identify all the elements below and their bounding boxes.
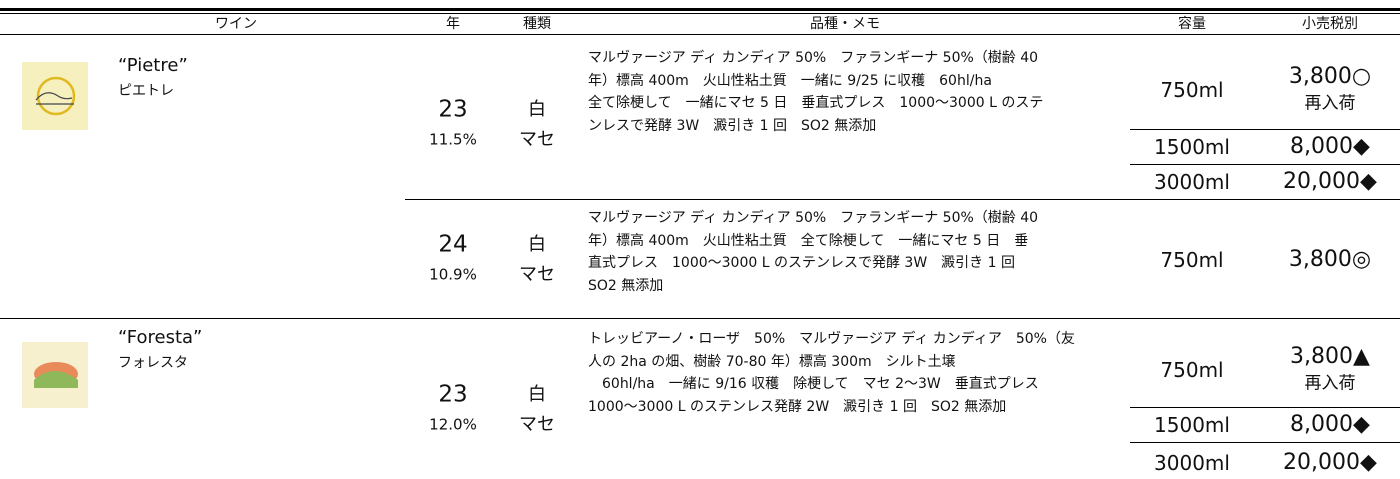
rule (1130, 129, 1400, 130)
price-note: 再入荷 (1304, 93, 1356, 114)
price: 20,000◆ (1283, 450, 1377, 475)
wine-label-image (22, 62, 88, 130)
alcohol: 10.9% (429, 265, 477, 284)
wine-kana: フォレスタ (118, 355, 188, 371)
rule (1130, 164, 1400, 165)
column-header: 小売税別 (1302, 16, 1358, 32)
rule (1130, 442, 1400, 443)
wine-color: 白 (528, 99, 546, 120)
memo-line: 60hl/ha 一緒に 9/16 収穫 除梗して マセ 2～3W 垂直式プレス (588, 376, 1039, 392)
column-header: 品種・メモ (810, 16, 880, 32)
rule (405, 199, 1400, 200)
bottle-size: 750ml (1160, 78, 1224, 102)
column-header: 年 (446, 16, 460, 32)
price-note: 再入荷 (1304, 373, 1356, 394)
price: 3,800◎ (1288, 247, 1372, 272)
memo-line: 全て除梗して 一緒にマセ 5 日 垂直式プレス 1000～3000 L のステ (588, 95, 1044, 111)
price: 3,800▲ (1290, 344, 1370, 369)
price: 8,000◆ (1290, 134, 1370, 159)
memo-line: 年）標高 400m 火山性粘土質 一緒に 9/25 に収穫 60hl/ha (588, 72, 992, 89)
price: 20,000◆ (1283, 169, 1377, 194)
memo-line: 人の 2ha の畑、樹齢 70-80 年）標高 300m シルト土壌 (588, 353, 956, 370)
wine-label-image (22, 342, 88, 408)
memo-line: マルヴァージア ディ カンディア 50% ファランギーナ 50%（樹齢 40 (588, 50, 1039, 66)
wine-style: マセ (519, 414, 555, 435)
alcohol: 11.5% (429, 130, 477, 149)
bottle-size: 1500ml (1154, 135, 1230, 159)
alcohol: 12.0% (429, 415, 477, 434)
bottle-size: 750ml (1160, 358, 1224, 382)
price: 8,000◆ (1290, 412, 1370, 437)
memo-line: 直式プレス 1000～3000 L のステンレスで発酵 3W 澱引き 1 回 (588, 255, 1015, 271)
wine-style: マセ (519, 129, 555, 150)
rule (0, 8, 1400, 11)
column-header: 容量 (1178, 16, 1206, 32)
bottle-size: 3000ml (1154, 451, 1230, 475)
rule (1130, 407, 1400, 408)
rule (0, 34, 1400, 35)
wine-name: “Pietre” (118, 55, 188, 76)
wine-name: “Foresta” (118, 327, 203, 348)
wine-style: マセ (519, 264, 555, 285)
memo-line: SO2 無添加 (588, 277, 664, 294)
rule (0, 318, 1400, 319)
column-header: ワイン (215, 16, 257, 32)
vintage-year: 23 (438, 96, 468, 123)
memo-line: 年）標高 400m 火山性粘土質 全て除梗して 一緒にマセ 5 日 垂 (588, 232, 1029, 249)
memo-line: 1000～3000 L のステンレス発酵 2W 澱引き 1 回 SO2 無添加 (588, 398, 1007, 415)
column-header: 種類 (523, 16, 551, 32)
wine-kana: ピエトレ (118, 83, 174, 99)
bottle-size: 750ml (1160, 248, 1224, 272)
wine-color: 白 (528, 384, 546, 405)
memo-line: ンレスで発酵 3W 澱引き 1 回 SO2 無添加 (588, 117, 877, 134)
vintage-year: 23 (438, 381, 468, 408)
vintage-year: 24 (438, 231, 468, 258)
price: 3,800○ (1288, 64, 1372, 89)
memo-line: トレッビアーノ・ローザ 50% マルヴァージア ディ カンディア 50%（友 (588, 331, 1075, 347)
rule (0, 13, 1400, 14)
wine-color: 白 (528, 234, 546, 255)
bottle-size: 3000ml (1154, 170, 1230, 194)
memo-line: マルヴァージア ディ カンディア 50% ファランギーナ 50%（樹齢 40 (588, 210, 1039, 226)
bottle-size: 1500ml (1154, 413, 1230, 437)
